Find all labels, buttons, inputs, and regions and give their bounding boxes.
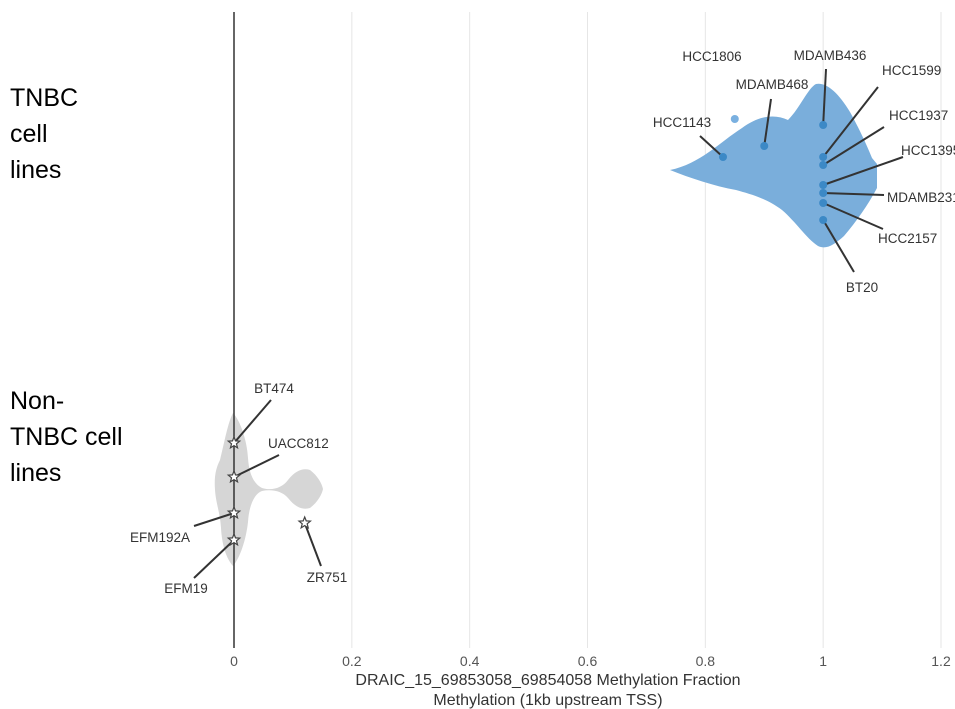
x-tick-label-4: 0.8 <box>696 653 716 669</box>
point-label-hcc1395: HCC1395 <box>901 143 955 158</box>
leader-line-hcc1599 <box>822 86 879 158</box>
tnbc-label-line-3: lines <box>10 156 62 184</box>
violins <box>214 83 877 566</box>
tnbc-label-line-2: cell <box>10 120 48 148</box>
label-leaders <box>193 68 904 579</box>
tnbc-point-bt20 <box>819 216 828 224</box>
point-label-hcc1599: HCC1599 <box>882 63 941 78</box>
tnbc-point-hcc2157 <box>819 199 828 207</box>
non-tnbc-point-efm192a <box>226 505 242 520</box>
leader-line-efm19 <box>193 539 235 579</box>
leader-line-efm192a <box>193 512 235 527</box>
point-label-hcc1937: HCC1937 <box>889 108 948 123</box>
leader-line-hcc2157 <box>822 202 884 230</box>
point-labels: HCC1806 MDAMB468 HCC1143 MDAMB436 HCC1599 HCC… <box>130 48 955 596</box>
tnbc-point-hcc1937 <box>819 161 828 169</box>
leader-line-uacc812 <box>233 454 280 478</box>
tnbc-label-line-1: TNBC <box>10 84 79 112</box>
point-label-efm192a: EFM192A <box>130 530 190 545</box>
leader-line-bt20 <box>822 219 855 273</box>
x-tick-label-1: 0.2 <box>342 653 362 669</box>
tnbc-point-hcc1806 <box>730 115 739 123</box>
leader-line-mdamb231 <box>823 192 885 196</box>
tnbc-group-label: TNBC cell lines <box>10 80 78 188</box>
point-label-mdamb436: MDAMB436 <box>794 48 867 63</box>
point-label-zr751: ZR751 <box>307 570 348 585</box>
x-tick-label-3: 0.6 <box>578 653 598 669</box>
leader-line-hcc1395 <box>822 156 904 186</box>
non-tnbc-label-line-1: Non- <box>10 387 65 415</box>
non-tnbc-label-line-3: lines <box>10 459 62 487</box>
non-tnbc-point-bt474 <box>226 435 242 450</box>
tnbc-violin <box>670 83 877 248</box>
tnbc-point-hcc1599 <box>819 153 828 161</box>
leader-line-bt474 <box>233 399 272 444</box>
non-tnbc-violin <box>214 413 323 566</box>
tnbc-point-hcc1395 <box>819 181 828 189</box>
tnbc-point-mdamb436 <box>819 121 828 129</box>
leader-line-zr751 <box>303 522 322 567</box>
gridlines <box>351 12 942 648</box>
point-label-efm19: EFM19 <box>164 581 208 596</box>
x-tick-label-6: 1.2 <box>931 653 951 669</box>
non-tnbc-group-label: Non- TNBC cell lines <box>10 383 123 491</box>
x-axis-subtitle: Methylation (1kb upstream TSS) <box>433 692 662 709</box>
x-tick-label-2: 0.4 <box>460 653 480 669</box>
non-tnbc-point-zr751 <box>297 515 312 530</box>
x-tick-label-0: 0 <box>230 653 238 669</box>
leader-line-mdamb468 <box>763 98 772 147</box>
x-tick-labels: 0 0.2 0.4 0.6 0.8 1 1.2 <box>230 653 951 669</box>
non-tnbc-label-line-2: TNBC cell <box>10 423 123 451</box>
point-label-hcc2157: HCC2157 <box>878 231 937 246</box>
leader-line-hcc1143 <box>699 135 724 158</box>
non-tnbc-point-efm19 <box>226 532 242 547</box>
leader-line-hcc1937 <box>822 126 885 166</box>
point-label-hcc1806: HCC1806 <box>682 49 741 64</box>
tnbc-point-mdamb231 <box>819 189 828 197</box>
point-label-uacc812: UACC812 <box>268 436 329 451</box>
point-label-bt474: BT474 <box>254 381 294 396</box>
data-points <box>226 115 828 547</box>
leader-line-mdamb436 <box>822 68 827 126</box>
tnbc-point-hcc1143 <box>719 153 728 161</box>
point-label-bt20: BT20 <box>846 280 878 295</box>
x-axis-title: DRAIC_15_69853058_69854058 Methylation F… <box>355 672 740 689</box>
point-label-mdamb468: MDAMB468 <box>736 77 809 92</box>
point-label-hcc1143: HCC1143 <box>653 115 711 130</box>
tnbc-point-mdamb468 <box>760 142 769 150</box>
non-tnbc-point-uacc812 <box>226 469 242 484</box>
x-tick-label-5: 1 <box>819 653 827 669</box>
point-label-mdamb231: MDAMB231 <box>887 190 955 205</box>
